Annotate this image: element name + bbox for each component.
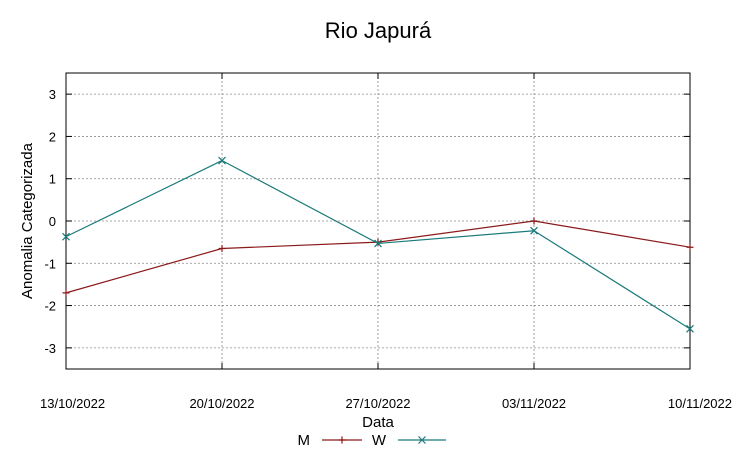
- legend-label-W: W: [372, 432, 387, 449]
- y-tick-label-1: -2: [44, 299, 56, 314]
- point-M-3: [530, 217, 538, 225]
- x-tick-label-3: 03/11/2022: [502, 396, 566, 411]
- point-W-1: [218, 156, 226, 165]
- x-tick-label-4: 10/11/2022: [668, 396, 732, 411]
- x-tick-label-0: 13/10/2022: [40, 396, 105, 411]
- x-axis-ticks: 13/10/2022 20/10/2022 27/10/2022 03/11/2022…: [40, 73, 732, 411]
- y-tick-label-3: 0: [49, 214, 56, 229]
- point-M-0: [62, 289, 70, 297]
- x-tick-label-2: 27/10/2022: [345, 396, 410, 411]
- point-W-4: [686, 324, 694, 333]
- series-group: [62, 156, 694, 333]
- point-W-2: [374, 239, 382, 248]
- y-tick-label-5: 2: [49, 129, 56, 144]
- legend-marker-M: [338, 436, 346, 444]
- y-tick-label-4: 1: [49, 172, 56, 187]
- y-tick-label-6: 3: [49, 87, 56, 102]
- legend-label-M: M: [298, 432, 311, 449]
- y-tick-label-2: -1: [44, 256, 56, 271]
- y-tick-label-0: -3: [44, 341, 56, 356]
- point-W-0: [62, 232, 70, 241]
- point-M-4: [686, 243, 694, 251]
- chart-title: Rio Japurá: [325, 18, 432, 43]
- gridlines: [66, 73, 690, 369]
- y-axis-label: Anomalia Categorizada: [19, 142, 36, 299]
- y-axis-ticks: -3 -2 -1 0 1 2 3: [44, 87, 690, 356]
- x-tick-label-1: 20/10/2022: [189, 396, 254, 411]
- point-M-1: [218, 244, 226, 252]
- x-axis-label: Data: [362, 414, 394, 431]
- legend-marker-W: [418, 436, 426, 444]
- point-W-3: [530, 226, 538, 235]
